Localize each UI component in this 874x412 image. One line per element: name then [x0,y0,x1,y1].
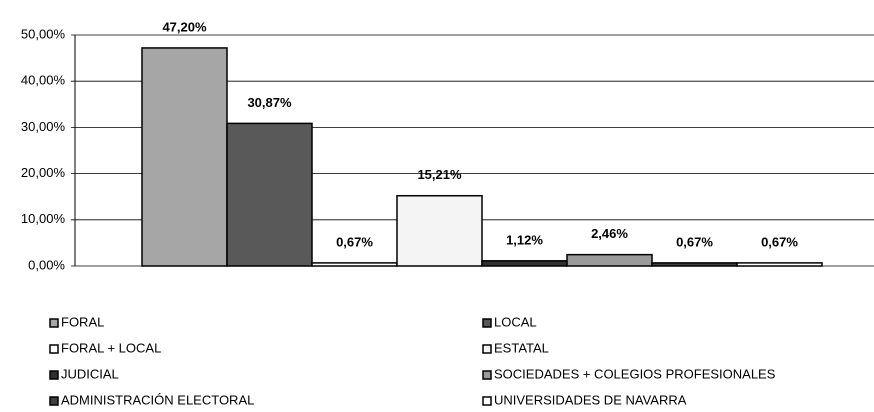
y-tick-label: 50,00% [21,26,66,41]
bar [651,262,738,267]
bar [311,262,398,267]
bar [141,47,228,267]
y-tick-label: 10,00% [21,211,66,226]
bar [226,122,313,267]
bar [396,194,483,267]
legend-swatch [482,370,492,380]
legend-label: FORAL [61,314,104,329]
bar [736,262,823,267]
value-label: 0,67% [336,234,373,249]
legend-swatch [482,344,492,354]
legend-label: JUDICIAL [61,366,119,381]
legend-label: FORAL + LOCAL [61,340,161,355]
legend-swatch [49,370,59,380]
y-tick-label: 20,00% [21,165,66,180]
y-tick-label: 40,00% [21,73,66,88]
value-label: 15,21% [417,167,462,182]
value-label: 2,46% [591,226,628,241]
value-label: 1,12% [506,232,543,247]
legend-swatch [49,396,59,406]
legend-swatch [482,318,492,328]
y-tick-label: 30,00% [21,119,66,134]
legend-swatch [49,318,59,328]
bar [566,253,653,267]
value-label: 0,67% [761,234,798,249]
legend-label: SOCIEDADES + COLEGIOS PROFESIONALES [494,366,776,381]
legend-label: UNIVERSIDADES DE NAVARRA [494,392,687,407]
y-tick-label: 0,00% [28,257,65,272]
legend-label: ESTATAL [494,340,549,355]
bar [481,260,568,267]
legend-label: LOCAL [494,314,537,329]
legend-swatch [482,396,492,406]
value-label: 0,67% [676,234,713,249]
value-label: 47,20% [162,19,207,34]
legend-swatch [49,344,59,354]
legend-label: ADMINISTRACIÓN ELECTORAL [61,392,254,407]
value-label: 30,87% [247,95,292,110]
